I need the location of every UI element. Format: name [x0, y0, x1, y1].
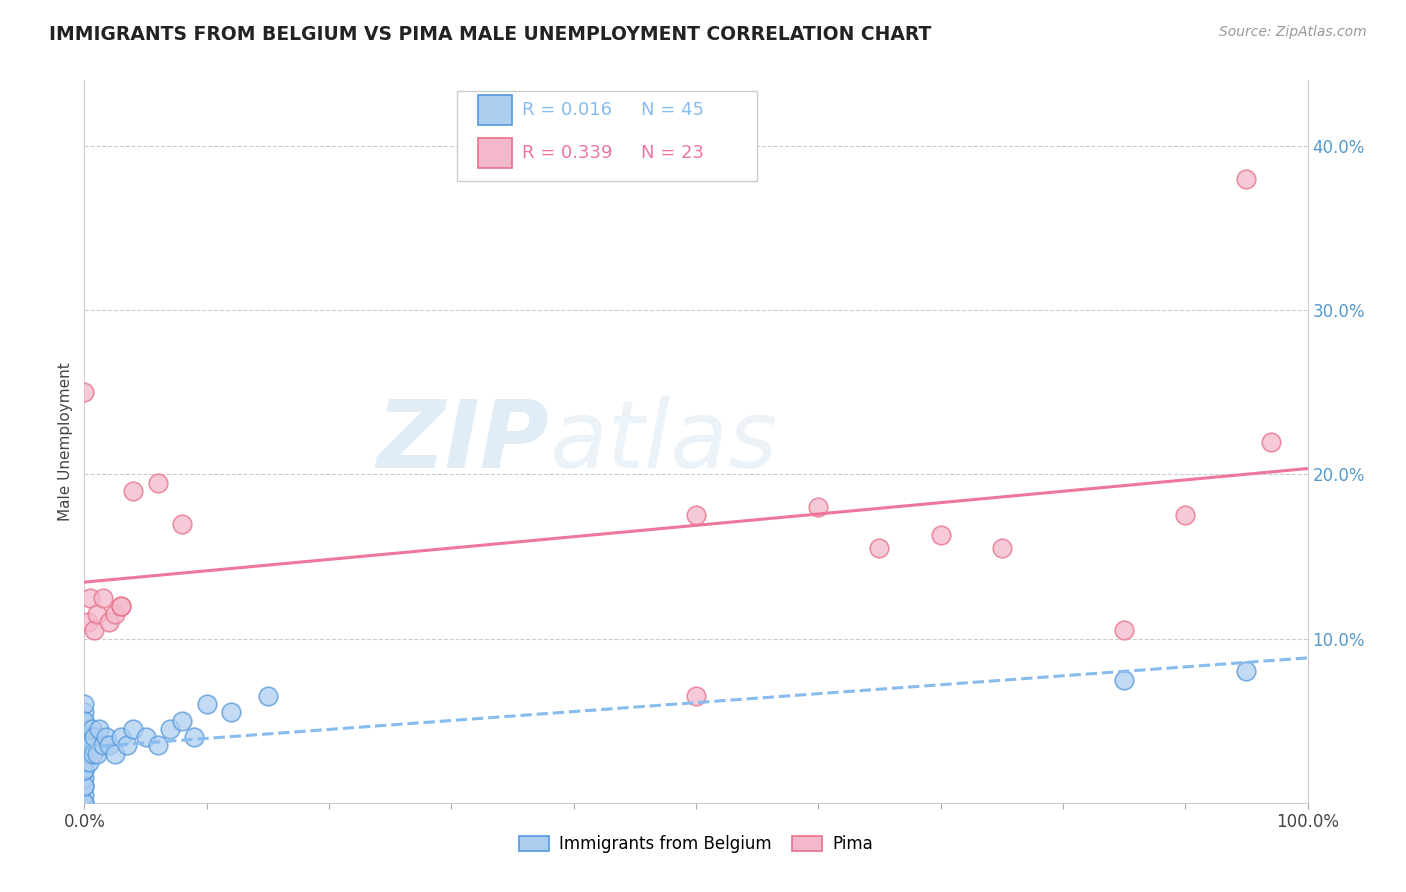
Point	[991, 541, 1014, 556]
Point	[869, 541, 891, 556]
Point	[73, 763, 96, 777]
Text: ZIP: ZIP	[377, 395, 550, 488]
Point	[135, 730, 157, 744]
Point	[91, 591, 114, 605]
FancyBboxPatch shape	[457, 91, 758, 181]
Point	[172, 714, 194, 728]
Point	[82, 747, 104, 761]
Point	[219, 706, 242, 720]
Point	[73, 780, 96, 794]
Point	[110, 599, 132, 613]
Point	[73, 714, 96, 728]
Point	[87, 722, 110, 736]
Point	[73, 698, 96, 712]
Point	[110, 730, 132, 744]
Point	[104, 607, 127, 621]
Point	[73, 788, 96, 802]
Point	[77, 730, 100, 744]
Point	[96, 730, 118, 744]
Point	[73, 780, 96, 794]
Point	[115, 739, 138, 753]
Point	[122, 722, 145, 736]
Point	[159, 722, 181, 736]
Text: atlas: atlas	[550, 396, 778, 487]
Point	[257, 689, 280, 703]
Point	[73, 714, 96, 728]
Point	[685, 689, 707, 703]
Point	[77, 615, 100, 630]
Point	[807, 500, 830, 515]
Point	[73, 771, 96, 785]
Point	[73, 796, 96, 810]
Point	[79, 739, 101, 753]
Point	[1260, 434, 1282, 449]
Y-axis label: Male Unemployment: Male Unemployment	[58, 362, 73, 521]
Point	[73, 747, 96, 761]
Point	[73, 722, 96, 736]
Point	[97, 739, 120, 753]
Point	[110, 599, 132, 613]
Point	[73, 730, 96, 744]
Point	[73, 739, 96, 753]
FancyBboxPatch shape	[478, 138, 513, 169]
Point	[83, 624, 105, 638]
Point	[77, 755, 100, 769]
Point	[73, 385, 96, 400]
Point	[1174, 508, 1197, 523]
Point	[195, 698, 218, 712]
Point	[183, 730, 205, 744]
Point	[73, 739, 96, 753]
Point	[104, 747, 127, 761]
Point	[122, 483, 145, 498]
Point	[146, 739, 169, 753]
Text: R = 0.339: R = 0.339	[522, 144, 613, 161]
Point	[146, 475, 169, 490]
Point	[97, 615, 120, 630]
Text: IMMIGRANTS FROM BELGIUM VS PIMA MALE UNEMPLOYMENT CORRELATION CHART: IMMIGRANTS FROM BELGIUM VS PIMA MALE UNE…	[49, 25, 932, 44]
Point	[91, 739, 114, 753]
Point	[929, 528, 952, 542]
Legend: Immigrants from Belgium, Pima: Immigrants from Belgium, Pima	[513, 828, 879, 860]
Point	[86, 607, 108, 621]
FancyBboxPatch shape	[478, 95, 513, 126]
Text: N = 23: N = 23	[641, 144, 704, 161]
Point	[73, 763, 96, 777]
Point	[73, 706, 96, 720]
Point	[1114, 624, 1136, 638]
Point	[80, 722, 103, 736]
Point	[1236, 171, 1258, 186]
Point	[73, 796, 96, 810]
Point	[685, 508, 707, 523]
Point	[1114, 673, 1136, 687]
Point	[1236, 665, 1258, 679]
Point	[73, 755, 96, 769]
Point	[86, 747, 108, 761]
Point	[83, 730, 105, 744]
Text: R = 0.016: R = 0.016	[522, 101, 612, 119]
Text: Source: ZipAtlas.com: Source: ZipAtlas.com	[1219, 25, 1367, 39]
Text: N = 45: N = 45	[641, 101, 704, 119]
Point	[73, 730, 96, 744]
Point	[79, 591, 101, 605]
Point	[73, 747, 96, 761]
Point	[172, 516, 194, 531]
